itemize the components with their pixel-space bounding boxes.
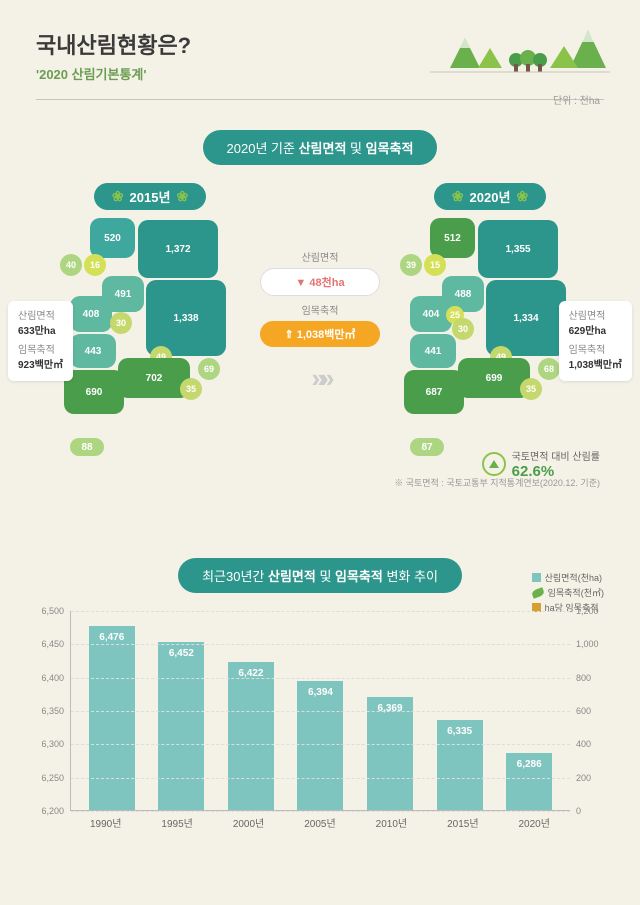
region: 1,372 — [138, 220, 218, 278]
info-box-2020: 산림면적 629만ha 임목축적 1,038백만㎥ — [559, 301, 632, 381]
map-2015: ❀ 2015년 ❀ 520 1,372 40 16 491 408 30 1,3… — [30, 183, 270, 468]
region: 690 — [64, 370, 124, 414]
region: 40 — [60, 254, 82, 276]
region: 30 — [452, 318, 474, 340]
region: 88 — [70, 438, 104, 456]
chart-section: 최근30년간 산림면적 및 임목축적 변화 추이 산림면적(천ha) 임목축적(… — [0, 558, 640, 841]
legend-swatch — [531, 587, 545, 599]
info-box-2015: 산림면적 633만ha 임목축적 923백만㎥ — [8, 301, 73, 381]
metric-up: ⇑ 1,038백만㎥ — [260, 321, 380, 347]
region: 512 — [430, 218, 475, 258]
korea-map-2015: 520 1,372 40 16 491 408 30 1,338 443 49 … — [50, 218, 250, 468]
header-rule — [36, 99, 604, 100]
arrow-icon: »» — [260, 363, 380, 394]
center-metrics: 산림면적 ▼ 48천ha 임목축적 ⇑ 1,038백만㎥ »» — [260, 243, 380, 394]
tree-icon: ❀ — [112, 188, 124, 205]
section2-title: 최근30년간 산림면적 및 임목축적 변화 추이 — [178, 558, 462, 593]
map-2020: ❀ 2020년 ❀ 512 1,355 39 15 488 404 25 30 … — [370, 183, 610, 468]
region: 687 — [404, 370, 464, 414]
region: 69 — [198, 358, 220, 380]
region: 15 — [424, 254, 446, 276]
trend-chart: 산림면적(천ha) 임목축적(천㎥) ha당 임목축적 6,5006,4506,… — [36, 611, 604, 841]
region: 1,334 — [486, 280, 566, 356]
y-axis-left: 6,5006,4506,4006,3506,3006,2506,200 — [36, 611, 66, 811]
section1-title: 2020년 기준 산림면적 및 임목축적 — [203, 130, 438, 165]
year-pill-2015: ❀ 2015년 ❀ — [94, 183, 206, 210]
region: 68 — [538, 358, 560, 380]
ratio-icon — [482, 452, 506, 476]
region: 1,338 — [146, 280, 226, 356]
mountain-decoration — [430, 18, 610, 79]
region: 520 — [90, 218, 135, 258]
region: 16 — [84, 254, 106, 276]
metric-label: 임목축적 — [260, 302, 380, 317]
footnote: ※ 국토면적 : 국토교통부 지적통계연보(2020.12. 기준) — [394, 476, 600, 489]
region: 35 — [520, 378, 542, 400]
x-axis: 1990년1995년2000년2005년2010년2015년2020년 — [70, 815, 570, 830]
region: 39 — [400, 254, 422, 276]
region: 87 — [410, 438, 444, 456]
legend-swatch — [532, 573, 541, 582]
unit-label: 단위 : 천ha — [553, 92, 600, 107]
tree-icon: ❀ — [452, 188, 464, 205]
region: 699 — [458, 358, 530, 398]
metric-label: 산림면적 — [260, 249, 380, 264]
maps-container: ❀ 2015년 ❀ 520 1,372 40 16 491 408 30 1,3… — [0, 183, 640, 468]
y-axis-right: 1,2001,0008006004002000 — [574, 611, 604, 811]
region: 1,355 — [478, 220, 558, 278]
year-pill-2020: ❀ 2020년 ❀ — [434, 183, 546, 210]
metric-down: ▼ 48천ha — [260, 268, 380, 296]
region: 408 — [70, 296, 112, 332]
region: 702 — [118, 358, 190, 398]
chart-plot: 6,4766,4526,4226,3946,3696,3356,286 248,… — [70, 611, 570, 811]
region: 441 — [410, 334, 456, 368]
tree-icon: ❀ — [176, 188, 188, 205]
tree-icon: ❀ — [516, 188, 528, 205]
header: 국내산림현황은? '2020 산림기본통계' — [0, 0, 640, 110]
region: 30 — [110, 312, 132, 334]
region: 443 — [70, 334, 116, 368]
region: 35 — [180, 378, 202, 400]
